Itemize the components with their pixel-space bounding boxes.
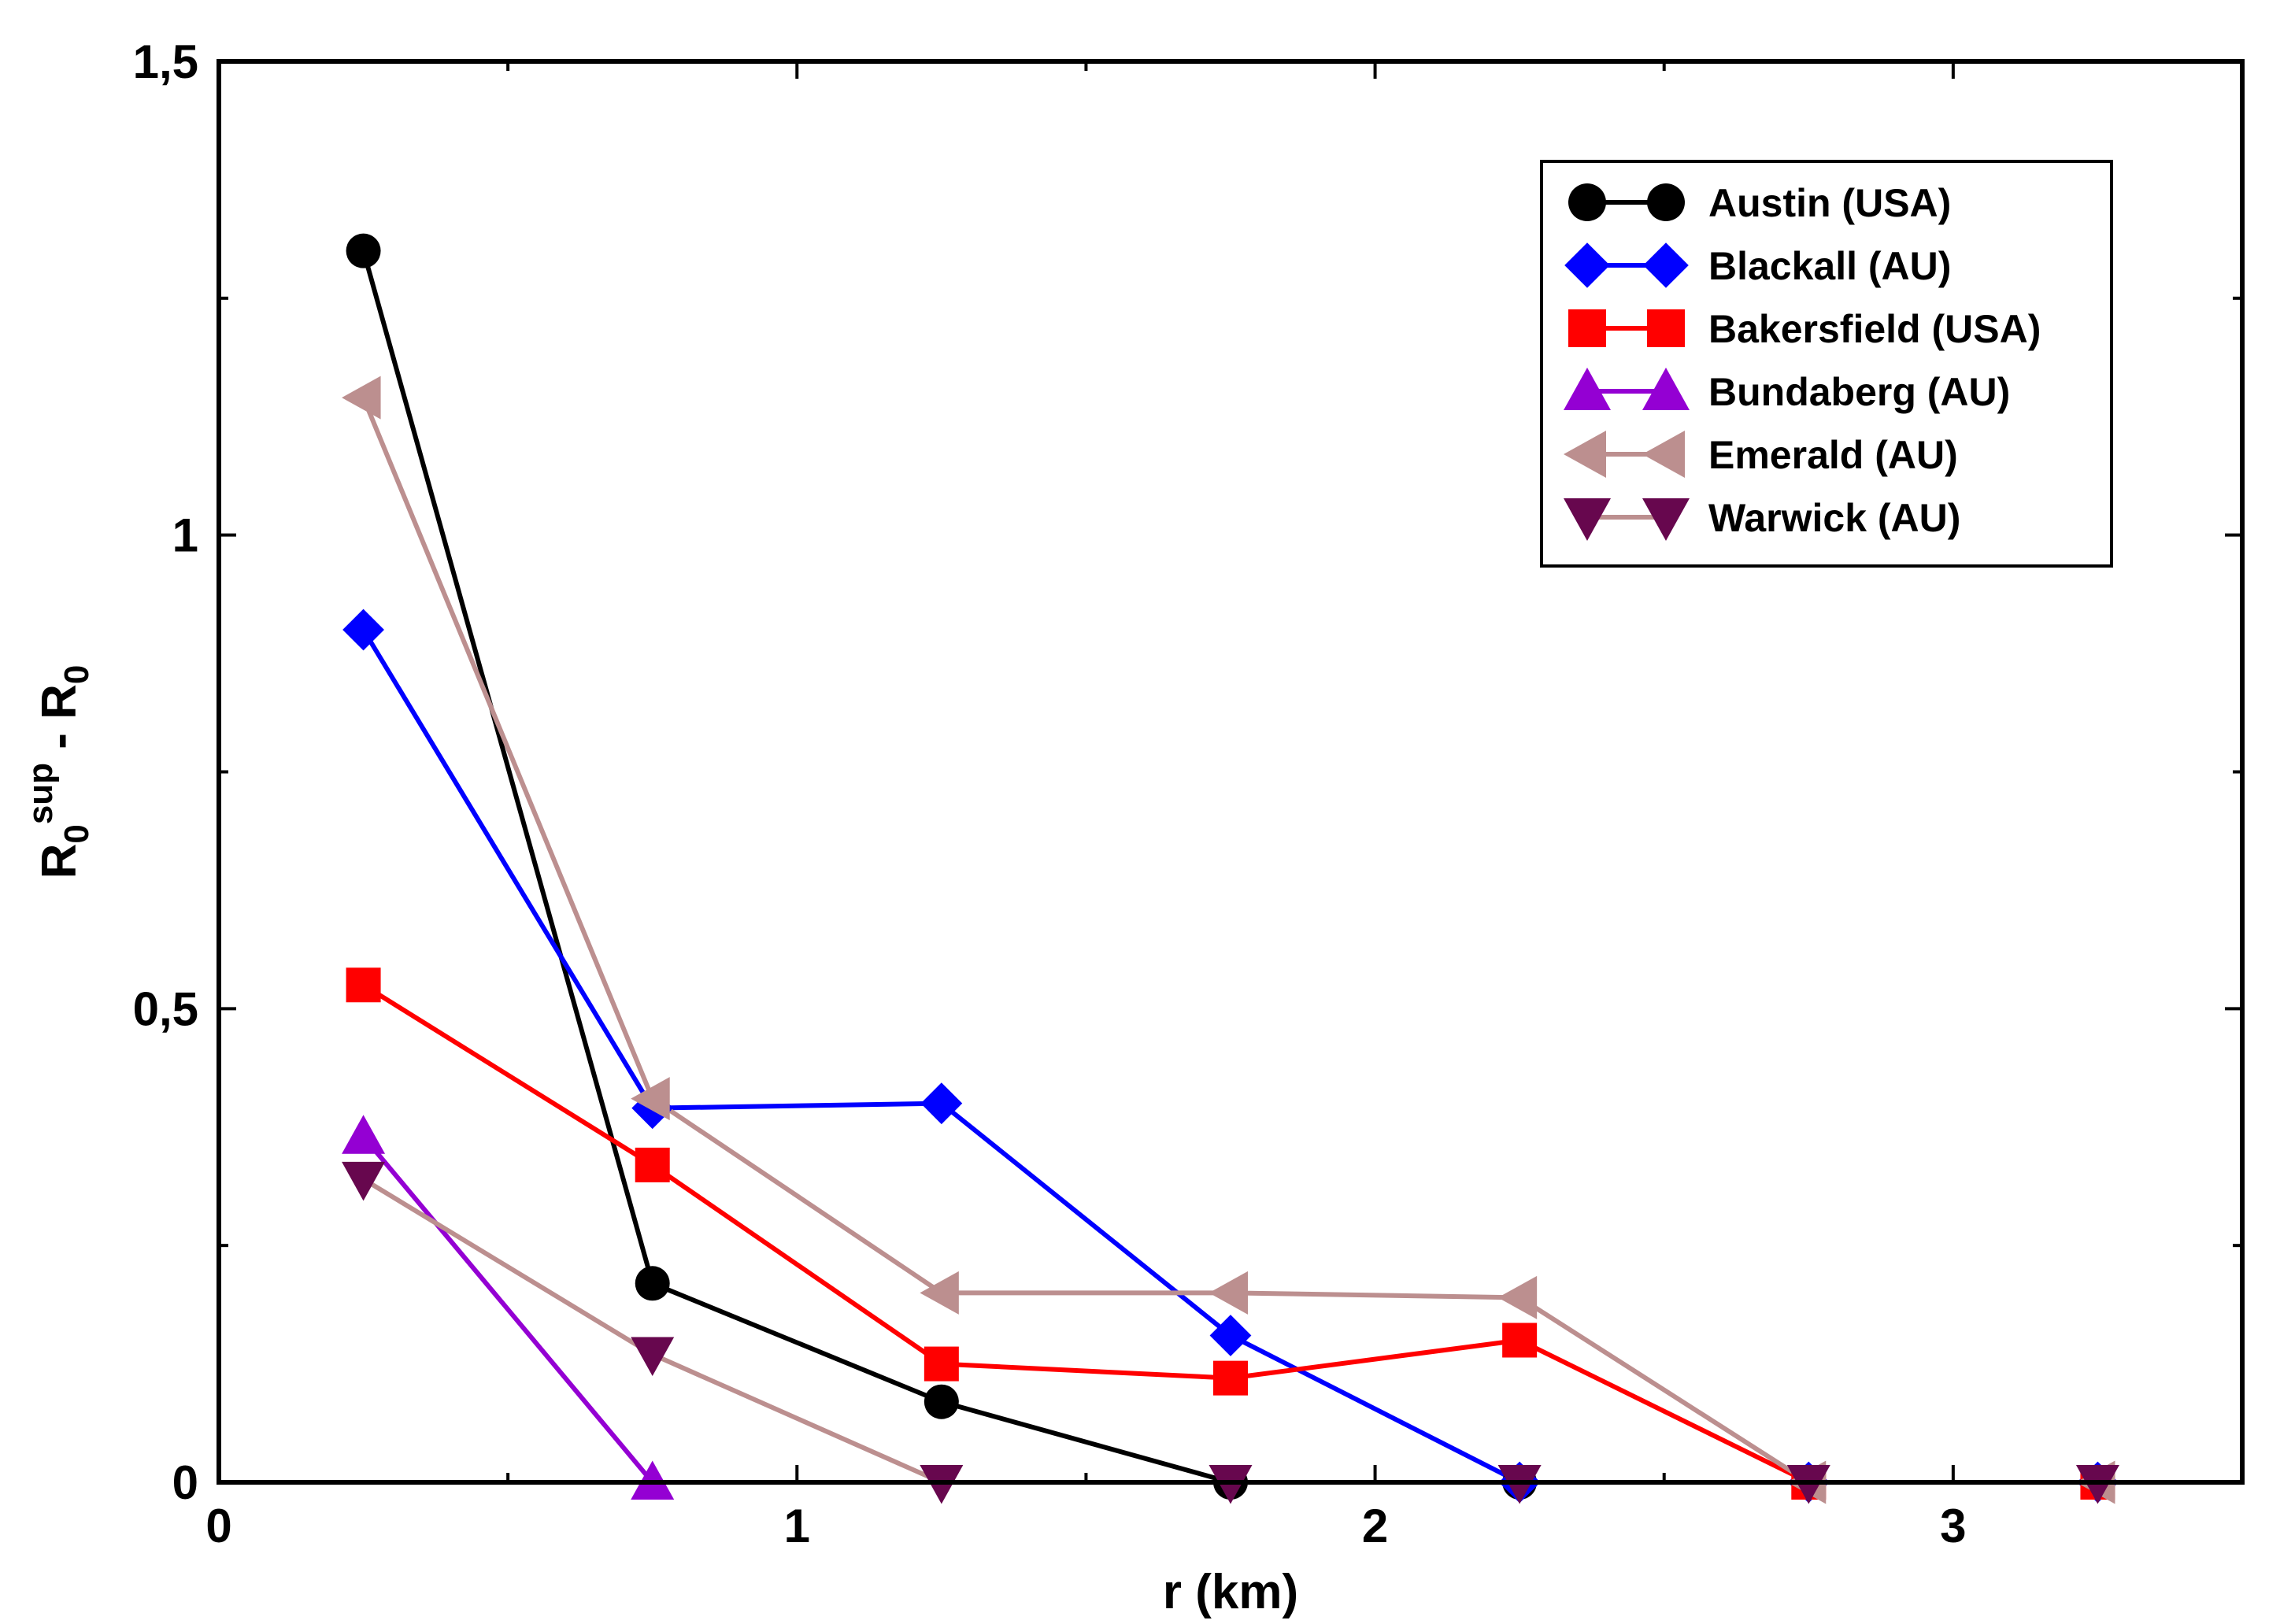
y-tick-label: 0,5 bbox=[133, 982, 198, 1035]
y-label-sub2: 0 bbox=[57, 665, 96, 684]
data-point bbox=[920, 1082, 963, 1125]
y-label-sup: sup bbox=[21, 763, 60, 824]
data-point bbox=[346, 233, 381, 268]
x-axis-label: r (km) bbox=[1163, 1565, 1298, 1619]
legend-item: Warwick (AU) bbox=[1564, 496, 1960, 541]
x-tick-label: 0 bbox=[205, 1500, 231, 1552]
data-point bbox=[1497, 1275, 1538, 1319]
legend-marker bbox=[1642, 431, 1685, 478]
series-line bbox=[361, 1134, 655, 1484]
data-point bbox=[1502, 1323, 1538, 1358]
legend-item: Emerald (AU) bbox=[1564, 431, 1958, 478]
data-point bbox=[342, 1115, 386, 1154]
legend-box bbox=[1540, 160, 2113, 568]
y-label-mid: - R bbox=[32, 684, 87, 763]
legend-item: Bakersfield (USA) bbox=[1568, 307, 2041, 351]
data-point bbox=[342, 1161, 386, 1201]
legend-marker bbox=[1568, 183, 1606, 221]
data-point bbox=[631, 1077, 670, 1121]
legend-marker bbox=[1642, 368, 1690, 410]
legend-label: Bakersfield (USA) bbox=[1708, 307, 2041, 351]
legend-label: Bundaberg (AU) bbox=[1708, 370, 2010, 414]
x-tick-label: 3 bbox=[1940, 1500, 1966, 1552]
legend-label: Warwick (AU) bbox=[1708, 496, 1960, 540]
data-point bbox=[631, 1337, 675, 1377]
legend-marker bbox=[1568, 309, 1606, 347]
legend-item: Blackall (AU) bbox=[1564, 242, 1951, 288]
series-markers-2 bbox=[346, 967, 2115, 1500]
data-point bbox=[1209, 1315, 1252, 1356]
legend-marker bbox=[1564, 498, 1611, 541]
legend-item: Austin (USA) bbox=[1568, 181, 1951, 225]
data-point bbox=[924, 1384, 959, 1419]
data-point bbox=[635, 1266, 670, 1301]
legend-marker bbox=[1564, 368, 1611, 410]
series-3 bbox=[361, 1134, 655, 1484]
y-tick-label: 1 bbox=[172, 509, 198, 562]
y-label-main: R bbox=[32, 844, 87, 879]
data-point bbox=[924, 1346, 959, 1382]
data-point bbox=[635, 1147, 670, 1182]
y-axis-label: R0sup - R0 bbox=[21, 665, 96, 879]
legend-label: Austin (USA) bbox=[1708, 181, 1951, 225]
y-tick-label: 0 bbox=[172, 1456, 198, 1509]
plot-frame bbox=[217, 59, 2245, 1485]
legend-marker bbox=[1647, 309, 1685, 347]
data-point bbox=[920, 1271, 959, 1315]
data-point bbox=[342, 375, 381, 420]
legend-item: Bundaberg (AU) bbox=[1564, 368, 2010, 414]
x-tick-label: 2 bbox=[1362, 1500, 1388, 1552]
legend-marker bbox=[1564, 242, 1610, 288]
data-point bbox=[1213, 1360, 1248, 1396]
y-tick-label: 1,5 bbox=[133, 35, 198, 88]
legend-marker bbox=[1643, 242, 1689, 288]
legend-marker bbox=[1564, 431, 1606, 478]
data-point bbox=[342, 609, 384, 651]
legend: Austin (USA) Blackall (AU) Bakersfield (US… bbox=[1540, 160, 2113, 568]
legend-marker bbox=[1642, 498, 1690, 541]
legend-label: Emerald (AU) bbox=[1708, 433, 1958, 477]
y-label-sub1: 0 bbox=[57, 824, 96, 843]
data-point bbox=[1209, 1271, 1248, 1315]
legend-marker bbox=[1647, 183, 1685, 221]
tick-labels: 0 1 2 3 0 0,5 1 1,5 bbox=[133, 35, 1967, 1552]
data-point bbox=[346, 967, 381, 1003]
legend-label: Blackall (AU) bbox=[1708, 244, 1951, 288]
x-tick-label: 1 bbox=[784, 1500, 810, 1552]
